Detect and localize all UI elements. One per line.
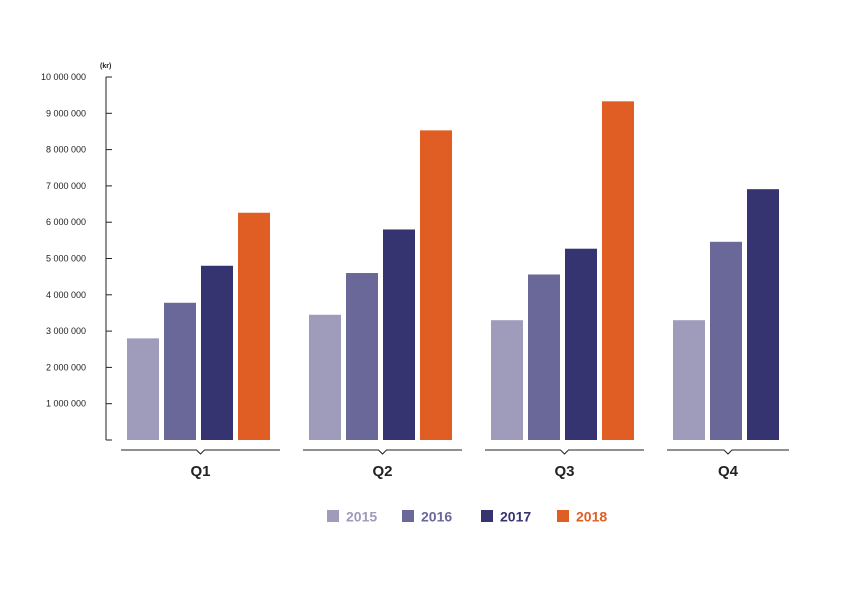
category-label-q1: Q1 [190, 463, 210, 480]
category-bracket [485, 449, 644, 455]
category-bracket [667, 449, 789, 455]
y-tick-label: 9 000 000 [46, 108, 86, 118]
bar-q2-2015 [309, 314, 341, 440]
y-tick-label: 1 000 000 [46, 399, 86, 409]
bar-q4-2017 [747, 189, 779, 440]
legend-swatch-2015 [327, 510, 339, 522]
y-tick-label: 8 000 000 [46, 145, 86, 155]
y-tick-label: 7 000 000 [46, 181, 86, 191]
y-tick-label: 6 000 000 [46, 217, 86, 227]
x-axis: Q1 Q2 Q3 Q4 [121, 449, 789, 480]
legend-swatch-2016 [402, 510, 414, 522]
bar-q3-2017 [565, 248, 597, 440]
category-label-q4: Q4 [718, 463, 739, 480]
category-label-q2: Q2 [372, 463, 392, 480]
legend: 2015 2016 2017 2018 [327, 509, 607, 525]
bar-q4-2015 [673, 320, 705, 440]
legend-label-2015: 2015 [346, 509, 377, 525]
bar-q1-2016 [164, 302, 196, 440]
bar-q4-2016 [710, 241, 742, 440]
category-bracket [303, 449, 462, 455]
y-tick-label: 10 000 000 [41, 72, 86, 82]
y-tick-label: 4 000 000 [46, 290, 86, 300]
y-tick-label: 3 000 000 [46, 326, 86, 336]
bar-q3-2016 [528, 274, 560, 440]
legend-swatch-2017 [481, 510, 493, 522]
legend-label-2016: 2016 [421, 509, 452, 525]
bar-q1-2018 [238, 212, 270, 440]
y-axis: 1 000 000 2 000 000 3 000 000 4 000 000 5 00… [41, 72, 112, 441]
bar-q3-2018 [602, 101, 634, 441]
legend-label-2018: 2018 [576, 509, 607, 525]
y-axis-unit-label: (kr) [100, 63, 111, 70]
bar-q2-2018 [420, 130, 452, 440]
legend-swatch-2018 [557, 510, 569, 522]
legend-label-2017: 2017 [500, 509, 531, 525]
y-tick-label: 2 000 000 [46, 362, 86, 372]
bar-q1-2017 [201, 265, 233, 440]
bar-q2-2017 [383, 229, 415, 440]
category-label-q3: Q3 [554, 463, 574, 480]
y-tick-label: 5 000 000 [46, 254, 86, 264]
category-bracket [121, 449, 280, 455]
bar-q3-2015 [491, 320, 523, 440]
bar-q1-2015 [127, 338, 159, 440]
bars [127, 101, 779, 441]
bar-q2-2016 [346, 273, 378, 440]
